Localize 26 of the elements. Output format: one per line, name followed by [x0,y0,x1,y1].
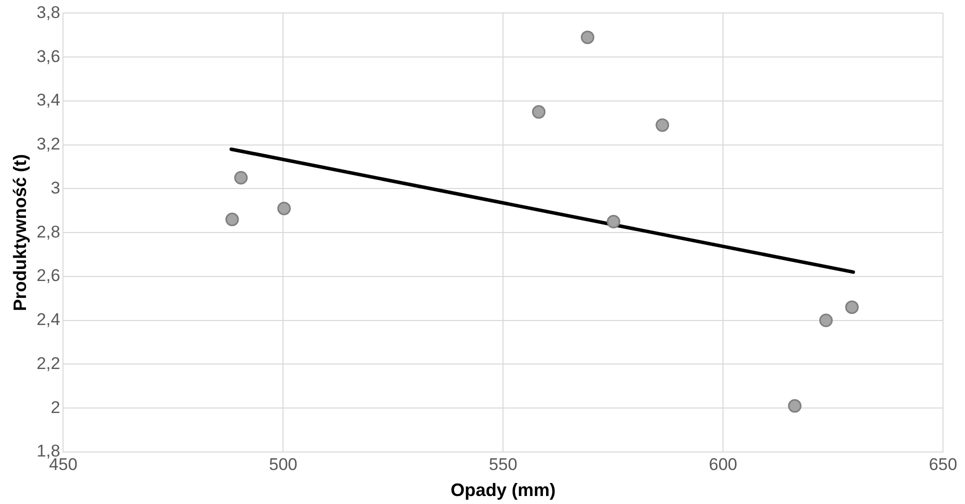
point [656,118,670,132]
y-tick-label: 2,4 [36,310,60,330]
x-tick-label: 500 [268,454,298,474]
y-tick-label: 3,8 [36,2,60,22]
y-tick-label: 2,2 [36,354,60,373]
x-tick-label: 650 [928,454,958,474]
point [580,30,594,44]
point [819,314,833,328]
y-tick-label: 2 [50,398,60,417]
y-axis-title: Produktywność (t) [10,154,30,312]
y-tick-label: 3,6 [36,46,60,66]
y-tick-label: 3 [50,178,60,198]
point [225,212,239,226]
point [845,300,859,314]
y-tick-label: 3,2 [36,134,60,154]
x-axis-title: Opady (mm) [450,480,556,500]
y-tick-label: 2,8 [36,222,60,242]
point [234,171,248,184]
point [277,202,291,216]
x-tick-label: 600 [708,454,738,474]
y-tick-label: 3,4 [36,90,60,110]
point [606,214,620,228]
x-tick-label: 550 [488,454,518,474]
point [788,399,802,413]
y-tick-label: 2,6 [36,266,60,286]
point [532,105,546,119]
